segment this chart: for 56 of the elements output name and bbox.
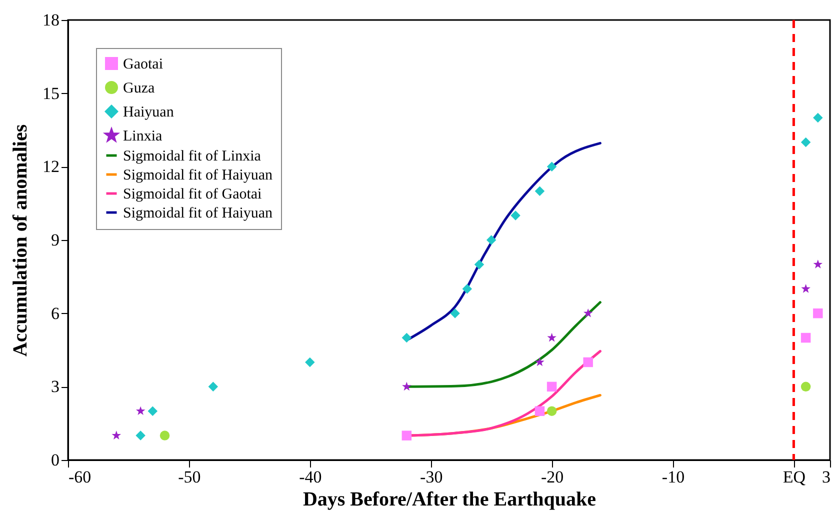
point bbox=[800, 382, 811, 392]
legend-label: Gaotai bbox=[123, 56, 163, 72]
point bbox=[535, 357, 544, 366]
point bbox=[462, 284, 472, 294]
y-tick-label: 3 bbox=[51, 377, 60, 396]
y-tick-label: 6 bbox=[51, 304, 60, 323]
point bbox=[800, 332, 811, 343]
point bbox=[547, 332, 556, 342]
point bbox=[583, 308, 593, 318]
point bbox=[486, 235, 496, 245]
y-axis-title: Accumulation of anomalies bbox=[10, 124, 32, 357]
x-tick-label: EQ bbox=[782, 468, 806, 486]
x-tick-label: -20 bbox=[540, 468, 564, 486]
x-tick-label: -60 bbox=[68, 468, 92, 486]
point bbox=[534, 406, 545, 416]
point bbox=[813, 260, 823, 268]
y-tick-label: 18 bbox=[42, 10, 60, 30]
point bbox=[546, 162, 557, 172]
point bbox=[800, 137, 811, 148]
point bbox=[450, 308, 460, 318]
point bbox=[583, 357, 593, 368]
point bbox=[801, 284, 810, 293]
legend-label: Guza bbox=[123, 80, 155, 96]
x-tick-label: -40 bbox=[299, 468, 322, 486]
y-tick-label: 9 bbox=[51, 230, 60, 250]
point bbox=[510, 210, 520, 220]
point bbox=[402, 430, 412, 440]
legend-label: Haiyuan bbox=[123, 104, 174, 120]
point bbox=[534, 186, 545, 196]
point bbox=[112, 430, 122, 440]
x-tick-label: -10 bbox=[662, 468, 685, 486]
x-tick-label: 3 bbox=[822, 468, 830, 486]
point bbox=[474, 260, 484, 270]
x-tick-label: -50 bbox=[178, 468, 201, 486]
point bbox=[402, 332, 412, 343]
legend-label: Sigmoidal fit of Haiyuan bbox=[123, 168, 274, 184]
legend-label: Sigmoidal fit of Haiyuan bbox=[123, 206, 274, 222]
point bbox=[402, 382, 412, 391]
legend-label: Linxia bbox=[123, 128, 162, 144]
point bbox=[813, 308, 823, 318]
point bbox=[160, 430, 170, 440]
point bbox=[546, 406, 557, 416]
y-tick-label: 0 bbox=[51, 450, 60, 470]
point bbox=[148, 406, 158, 416]
point bbox=[208, 382, 218, 392]
point bbox=[813, 112, 823, 123]
x-axis-title: Days Before/After the Earthquake bbox=[302, 488, 596, 510]
y-tick-label: 15 bbox=[42, 84, 60, 103]
legend-label: Sigmoidal fit of Gaotai bbox=[123, 186, 262, 202]
point bbox=[136, 430, 146, 440]
legend-label: Sigmoidal fit of Linxia bbox=[123, 148, 262, 164]
point bbox=[546, 382, 557, 392]
x-tick-label: -30 bbox=[420, 468, 443, 486]
point bbox=[305, 357, 315, 368]
y-tick-label: 12 bbox=[42, 157, 60, 176]
point bbox=[136, 406, 146, 416]
